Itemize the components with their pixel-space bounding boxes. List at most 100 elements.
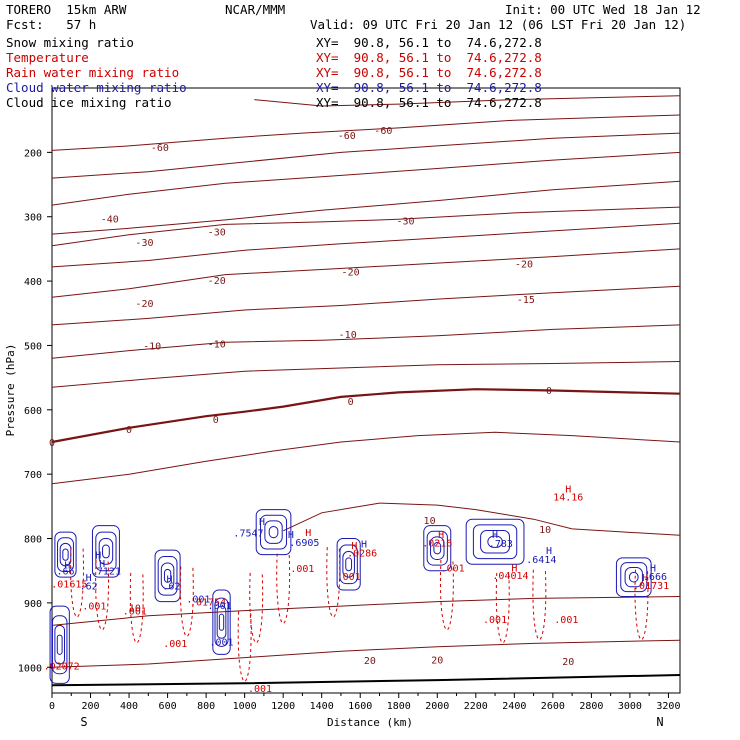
x-tick-label: 3200 bbox=[656, 701, 680, 712]
cloud-water-contour bbox=[260, 514, 288, 550]
x-tick-label: 1600 bbox=[348, 701, 372, 712]
init-time: Init: 00 UTC Wed 18 Jan 12 bbox=[505, 2, 701, 17]
temperature-contour bbox=[51, 206, 681, 247]
temperature-contour bbox=[51, 596, 681, 626]
contour-label: -20 bbox=[342, 267, 360, 278]
x-tick-label: 2200 bbox=[464, 701, 488, 712]
contour-label: -15 bbox=[517, 295, 535, 306]
cloud-water-contour bbox=[102, 544, 110, 559]
contour-label: -10 bbox=[143, 341, 161, 352]
y-tick-label: 1000 bbox=[18, 663, 42, 674]
contour-label: 0 bbox=[348, 397, 354, 408]
field-annotation: .001 bbox=[248, 684, 272, 695]
cloud-water-contour bbox=[465, 518, 525, 565]
x-tick-label: 2800 bbox=[579, 701, 603, 712]
field-annotation: .001 bbox=[337, 572, 361, 583]
field-annotation: H bbox=[64, 560, 70, 571]
field-annotation: .04014 bbox=[492, 571, 528, 582]
y-tick-label: 600 bbox=[24, 406, 42, 417]
y-tick-label: 800 bbox=[24, 535, 42, 546]
cloud-water-contour bbox=[98, 538, 114, 565]
x-tick-label: 1800 bbox=[387, 701, 411, 712]
contour-label: -20 bbox=[135, 299, 153, 310]
valid-time: Valid: 09 UTC Fri 20 Jan 12 (06 LST Fri … bbox=[310, 17, 687, 32]
cloud-water-contour bbox=[268, 525, 279, 539]
cloud-water-contour bbox=[264, 520, 283, 544]
contour-label: -60 bbox=[338, 131, 356, 142]
cloud-water-contour bbox=[339, 544, 358, 585]
field-annotation: .66 bbox=[56, 567, 74, 578]
x-tick-label: 1400 bbox=[310, 701, 334, 712]
legend-xy-range: XY= 90.8, 56.1 to 74.6,272.8 bbox=[316, 50, 542, 65]
cloud-water-contour bbox=[620, 562, 648, 593]
temperature-contour bbox=[51, 151, 681, 206]
contour-label: 20 bbox=[562, 657, 574, 668]
field-annotation: .7547 bbox=[233, 529, 263, 540]
contour-label: -30 bbox=[135, 238, 153, 249]
rain-water-contour bbox=[95, 560, 110, 631]
contour-label: -30 bbox=[208, 228, 226, 239]
field-annotation: .001 bbox=[123, 607, 147, 618]
contour-label: 20 bbox=[364, 656, 376, 667]
field-annotation: H bbox=[642, 573, 648, 584]
field-annotation: .001 bbox=[209, 638, 233, 649]
legend-xy-range: XY= 90.8, 56.1 to 74.6,272.8 bbox=[316, 95, 542, 110]
x-tick-label: 1200 bbox=[271, 701, 295, 712]
temperature-contour bbox=[51, 431, 681, 485]
cloud-water-contour bbox=[91, 525, 120, 578]
field-annotation: H bbox=[565, 484, 571, 495]
temperature-contour bbox=[282, 502, 681, 536]
field-annotation: .6414 bbox=[526, 555, 556, 566]
field-annotation: .001 bbox=[483, 615, 507, 626]
contour-label: 20 bbox=[431, 656, 443, 667]
cloud-water-contour bbox=[472, 524, 518, 560]
x-tick-label: 800 bbox=[197, 701, 215, 712]
temperature-contour bbox=[51, 388, 681, 444]
field-annotation: .783 bbox=[489, 539, 513, 550]
terrain-surface bbox=[51, 674, 681, 687]
legend-label: Rain water mixing ratio bbox=[6, 65, 180, 80]
cloud-water-contour bbox=[615, 557, 652, 597]
x-tick-label: 2400 bbox=[502, 701, 526, 712]
rain-water-contour bbox=[276, 553, 291, 625]
cloud-water-contour bbox=[216, 605, 227, 639]
cloud-water-contour bbox=[51, 615, 68, 675]
x-tick-label: 0 bbox=[49, 701, 55, 712]
field-annotation: .62 bbox=[162, 582, 180, 593]
temperature-contour bbox=[51, 114, 681, 151]
temperature-contour bbox=[51, 639, 681, 668]
cloud-water-contour bbox=[62, 548, 69, 561]
rain-water-contour bbox=[129, 572, 144, 644]
legend-label: Temperature bbox=[6, 50, 89, 65]
field-annotation: .001 bbox=[208, 601, 232, 612]
field-annotation: H bbox=[99, 559, 105, 570]
y-tick-label: 900 bbox=[24, 599, 42, 610]
cloud-water-contour bbox=[49, 605, 70, 684]
temperature-contour bbox=[51, 248, 681, 298]
contour-label: -40 bbox=[101, 215, 119, 226]
field-annotation: H bbox=[546, 546, 552, 557]
field-annotation: H bbox=[361, 540, 367, 551]
contour-label: 0 bbox=[126, 425, 132, 436]
cloud-water-contour bbox=[218, 613, 225, 631]
cloud-water-contour bbox=[336, 538, 361, 591]
field-annotation: .02072 bbox=[44, 661, 80, 672]
field-annotation: 14.16 bbox=[553, 493, 583, 504]
legend-xy-range: XY= 90.8, 56.1 to 74.6,272.8 bbox=[316, 80, 542, 95]
center-name: NCAR/MMM bbox=[225, 2, 286, 17]
cloud-water-contour bbox=[157, 556, 178, 596]
field-annotation: .001 bbox=[441, 563, 465, 574]
field-annotation: H bbox=[166, 574, 172, 585]
legend-xy-range: XY= 90.8, 56.1 to 74.6,272.8 bbox=[316, 35, 542, 50]
rain-water-contour bbox=[179, 566, 194, 637]
legend-label: Snow mixing ratio bbox=[6, 35, 134, 50]
y-axis-label: Pressure (hPa) bbox=[4, 344, 17, 437]
legend-label: Cloud ice mixing ratio bbox=[6, 95, 172, 110]
temperature-contour bbox=[254, 95, 681, 107]
y-tick-label: 400 bbox=[24, 277, 42, 288]
cloud-water-contour bbox=[56, 634, 63, 655]
cloud-water-contour bbox=[154, 549, 181, 603]
cloud-water-contour bbox=[214, 597, 229, 647]
cloud-water-contour bbox=[160, 562, 175, 590]
